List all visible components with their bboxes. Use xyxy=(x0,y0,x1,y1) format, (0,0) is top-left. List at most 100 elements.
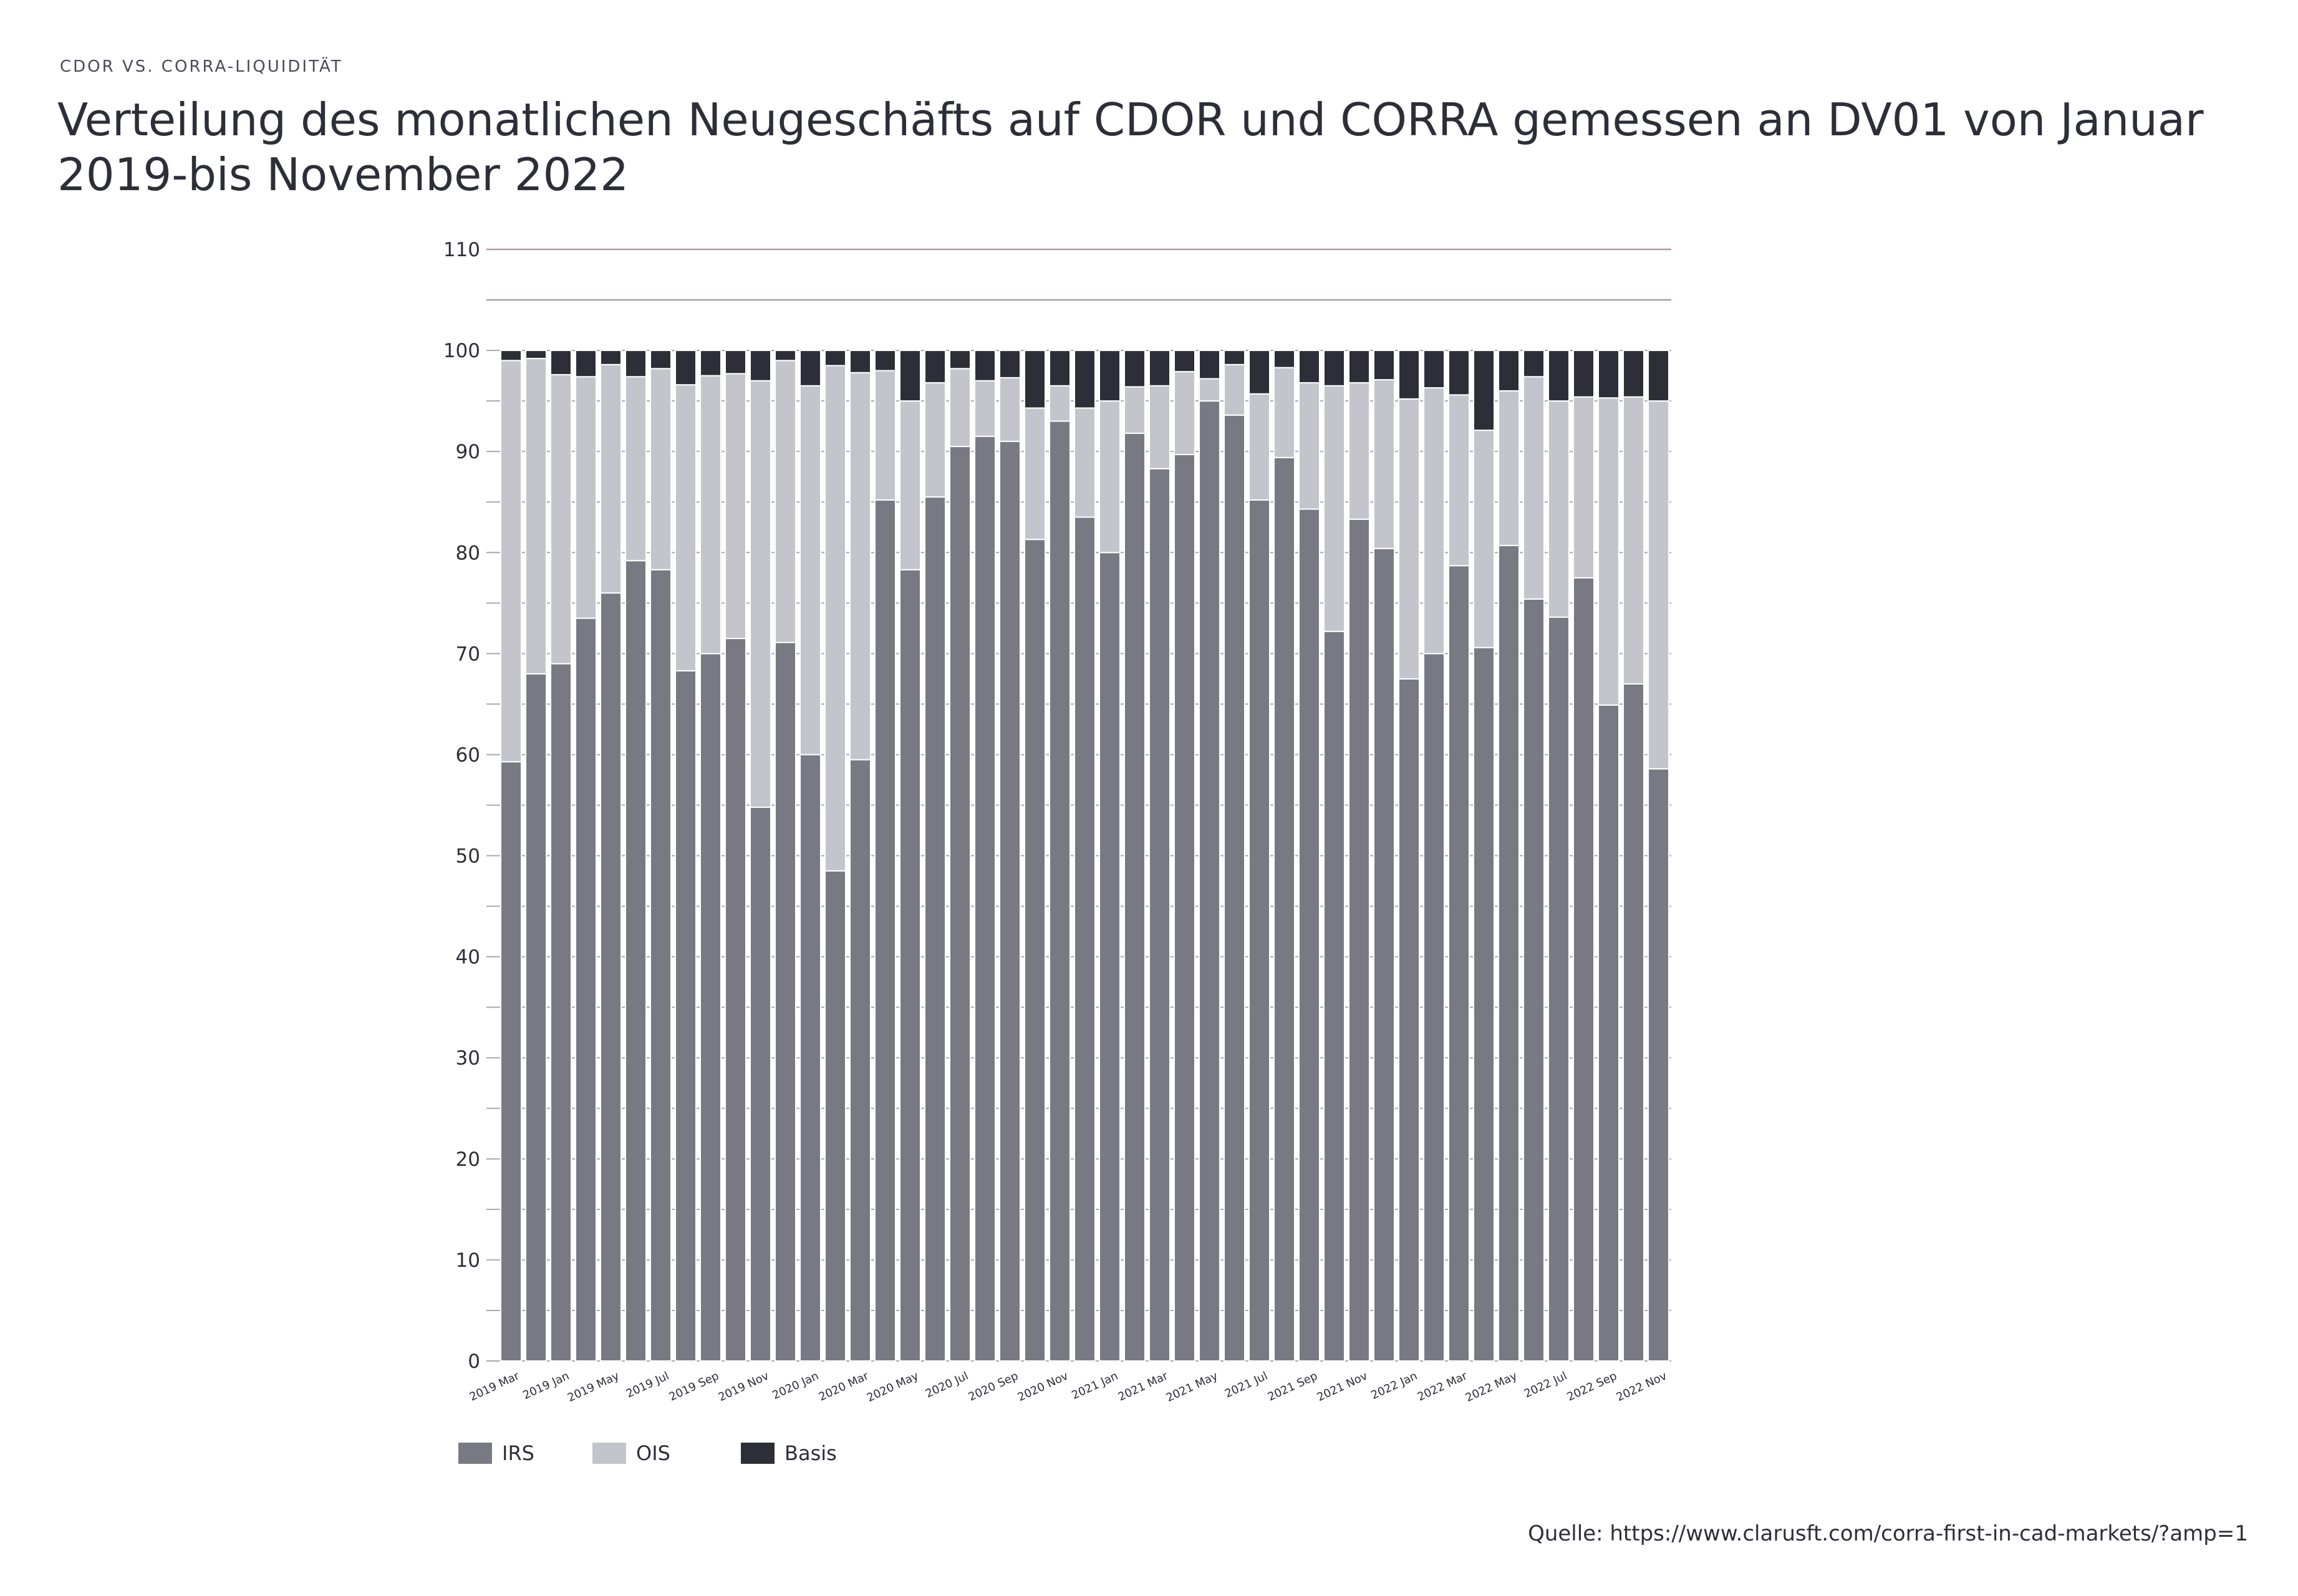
bar-irs xyxy=(1024,539,1046,1362)
bar-irs xyxy=(1623,683,1644,1362)
y-tick-label: 20 xyxy=(456,1148,480,1171)
bar-basis xyxy=(525,350,547,360)
bars-layer xyxy=(500,350,1669,1362)
y-tick-label: 90 xyxy=(456,441,480,463)
bar-basis xyxy=(1174,350,1195,373)
bar-ois xyxy=(750,380,771,808)
bar-irs xyxy=(675,670,697,1362)
bar-irs xyxy=(824,870,846,1362)
bar-irs xyxy=(1348,518,1370,1362)
bar-basis xyxy=(1623,350,1644,398)
y-tick-label: 110 xyxy=(443,239,480,261)
bar-irs xyxy=(1273,456,1295,1362)
bar-irs xyxy=(1248,499,1270,1362)
x-tick-label: 2020 May xyxy=(865,1369,921,1405)
bar-basis xyxy=(1648,350,1669,402)
legend-swatch-ois xyxy=(592,1443,626,1464)
bar-basis xyxy=(700,350,722,377)
y-tick-label: 80 xyxy=(456,542,480,564)
chart-legend: IRS OIS Basis xyxy=(458,1441,837,1465)
bar-ois xyxy=(849,372,871,761)
bar-basis xyxy=(675,350,697,386)
bar-irs xyxy=(849,759,871,1362)
bar-basis xyxy=(1323,350,1345,387)
bar-irs xyxy=(550,663,572,1362)
bar-ois xyxy=(1398,398,1420,680)
x-tick-label: 2020 Jul xyxy=(924,1369,970,1400)
bar-irs xyxy=(725,638,746,1362)
bar-ois xyxy=(1573,396,1595,579)
y-tick-label: 100 xyxy=(443,340,480,362)
x-tick-label: 2022 Jul xyxy=(1522,1369,1569,1400)
bar-basis xyxy=(1149,350,1171,387)
bar-basis xyxy=(824,350,846,367)
legend-item-irs: IRS xyxy=(458,1441,592,1465)
bar-irs xyxy=(1074,516,1096,1362)
bar-basis xyxy=(874,350,896,372)
bar-irs xyxy=(799,754,821,1362)
bar-irs xyxy=(1174,454,1195,1362)
bar-ois xyxy=(1099,400,1121,554)
bar-basis xyxy=(1548,350,1570,402)
chart-title: Verteilung des monatlichen Neugeschäfts … xyxy=(57,94,2204,201)
bar-basis xyxy=(575,350,597,378)
bar-ois xyxy=(1248,393,1270,501)
bar-basis xyxy=(1099,350,1121,402)
bar-irs xyxy=(924,496,946,1362)
x-tick-label: 2022 Jan xyxy=(1369,1369,1419,1402)
x-tick-label: 2022 Mar xyxy=(1416,1369,1470,1403)
x-tick-label: 2019 Sep xyxy=(667,1369,721,1403)
bar-irs xyxy=(1473,647,1495,1362)
legend-item-ois: OIS xyxy=(592,1441,741,1465)
bar-ois xyxy=(1199,378,1220,402)
x-tick-label: 2021 Mar xyxy=(1116,1369,1171,1403)
bar-basis xyxy=(924,350,946,383)
bar-ois xyxy=(725,373,746,640)
bar-ois xyxy=(675,384,697,671)
bar-irs xyxy=(1648,768,1669,1362)
bar-basis xyxy=(899,350,921,402)
bar-ois xyxy=(924,382,946,498)
bar-ois xyxy=(1648,400,1669,770)
bar-basis xyxy=(1024,350,1046,409)
bar-basis xyxy=(1523,350,1545,378)
bar-ois xyxy=(1074,407,1096,518)
legend-label-basis: Basis xyxy=(785,1441,837,1465)
bar-irs xyxy=(525,673,547,1362)
bar-ois xyxy=(500,360,522,762)
bar-basis xyxy=(625,350,647,378)
bar-irs xyxy=(1224,414,1245,1362)
x-tick-label: 2019 Nov xyxy=(717,1369,771,1404)
bar-ois xyxy=(1598,397,1620,706)
legend-item-basis: Basis xyxy=(741,1441,837,1465)
bar-irs xyxy=(1448,565,1470,1362)
y-tick-label: 30 xyxy=(456,1047,480,1070)
bar-basis xyxy=(974,350,996,382)
bar-ois xyxy=(1523,376,1545,600)
bar-ois xyxy=(1273,367,1295,458)
bar-ois xyxy=(600,363,622,594)
y-tick-label: 10 xyxy=(456,1249,480,1272)
bar-ois xyxy=(1174,371,1195,456)
bar-basis xyxy=(1598,350,1620,399)
bar-ois xyxy=(625,376,647,562)
bar-irs xyxy=(1598,704,1620,1362)
source-note: Quelle: https://www.clarusft.com/corra-f… xyxy=(1528,1521,2248,1546)
bar-basis xyxy=(999,350,1021,378)
bar-basis xyxy=(1124,350,1146,388)
bar-irs xyxy=(1298,508,1320,1362)
bar-ois xyxy=(1348,382,1370,520)
bar-ois xyxy=(1498,390,1520,546)
bar-irs xyxy=(1423,653,1445,1362)
legend-swatch-irs xyxy=(458,1443,492,1464)
bar-basis xyxy=(1248,350,1270,395)
bar-irs xyxy=(1498,544,1520,1362)
x-tick-label: 2021 Jul xyxy=(1223,1369,1270,1400)
x-tick-label: 2021 May xyxy=(1164,1369,1220,1405)
bar-ois xyxy=(525,358,547,675)
bar-basis xyxy=(1074,350,1096,409)
bar-ois xyxy=(1623,396,1644,685)
bar-basis xyxy=(650,350,672,370)
